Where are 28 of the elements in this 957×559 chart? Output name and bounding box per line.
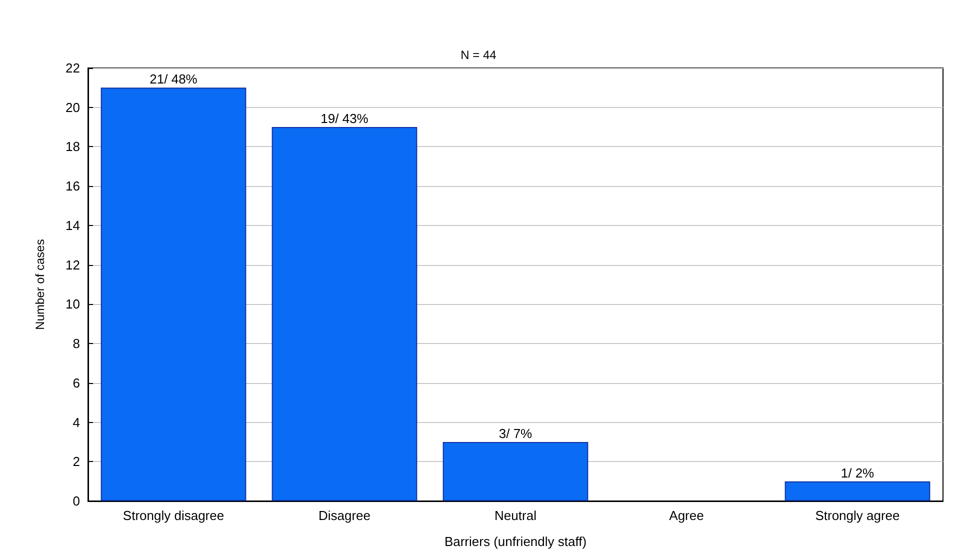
data-label: 19/ 43% [320,111,369,126]
y-tick-label: 18 [66,139,80,154]
chart-title: N = 44 [460,48,497,62]
y-tick-label: 6 [72,375,80,390]
data-label: 21/ 48% [150,72,198,87]
y-tick-label: 20 [66,100,80,115]
y-tick-label: 10 [66,296,80,312]
y-tick-label: 0 [72,494,80,508]
y-tick-label: 16 [66,178,80,194]
y-axis-title: Number of cases [33,239,47,330]
data-label: 1/ 2% [840,465,875,480]
y-tick-label: 2 [72,454,80,470]
data-label: 3/ 7% [498,426,533,441]
y-tick-label: 12 [66,257,80,272]
x-tick-label: Strongly disagree [122,508,224,523]
y-tick-label: 22 [66,60,80,76]
x-axis-title: Barriers (unfriendly staff) [444,534,587,549]
bar [784,481,930,501]
x-tick-label: Disagree [318,508,371,523]
bar [272,127,418,501]
x-tick-label: Strongly agree [815,508,900,523]
y-tick-label: 4 [72,414,80,430]
x-tick-label: Agree [669,508,704,523]
y-tick-label: 14 [66,218,80,233]
y-tick-label: 8 [72,336,80,352]
bar [100,88,246,501]
x-tick-label: Neutral [494,508,537,523]
bar [442,442,588,501]
